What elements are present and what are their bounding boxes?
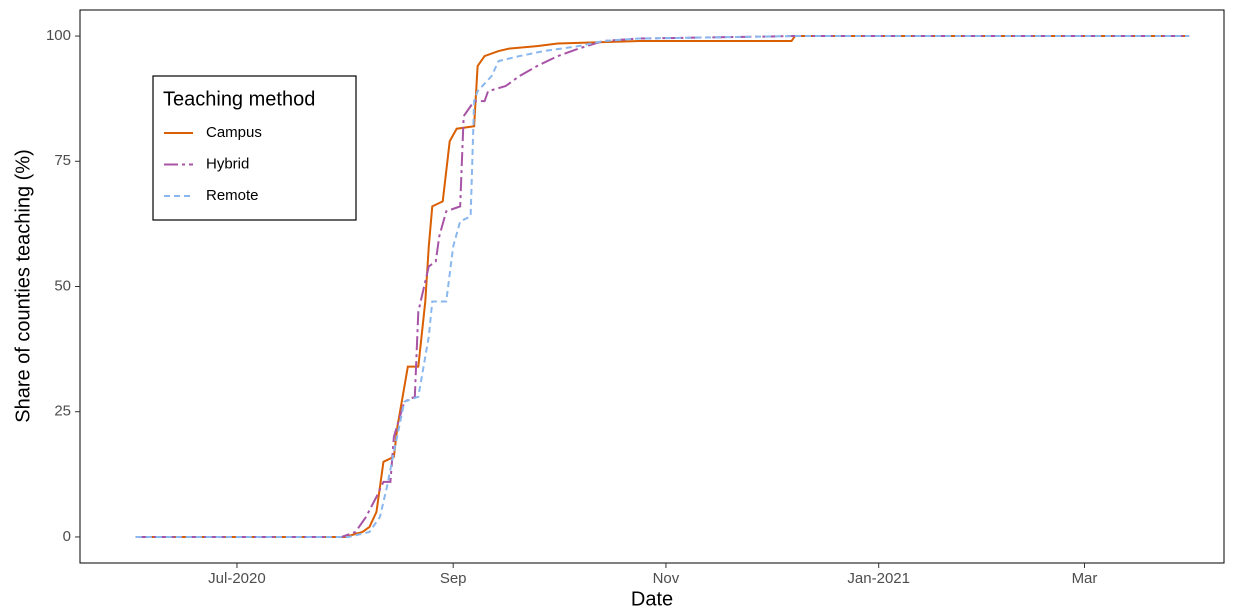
y-tick-label: 50 <box>54 277 71 294</box>
x-tick-label: Jan-2021 <box>847 570 910 587</box>
series-line <box>135 35 1190 538</box>
legend-title: Teaching method <box>163 88 315 110</box>
y-axis-title: Share of counties teaching (%) <box>12 149 34 423</box>
y-tick-label: 75 <box>54 152 71 169</box>
series-line <box>135 35 1190 538</box>
legend-label: Remote <box>206 187 259 204</box>
y-tick-label: 0 <box>63 528 71 545</box>
x-tick-label: Nov <box>653 570 680 587</box>
y-tick-label: 25 <box>54 403 71 420</box>
legend-label: Hybrid <box>206 155 249 172</box>
x-axis-title: Date <box>631 588 673 610</box>
legend: Teaching method Campus Hybrid Remote <box>152 75 357 221</box>
legend-label: Campus <box>206 124 262 141</box>
series-line <box>135 35 1190 538</box>
x-tick-label: Jul-2020 <box>208 570 266 587</box>
x-tick-label: Sep <box>440 570 467 587</box>
x-tick-label: Mar <box>1072 570 1098 587</box>
y-tick-label: 100 <box>46 27 71 44</box>
